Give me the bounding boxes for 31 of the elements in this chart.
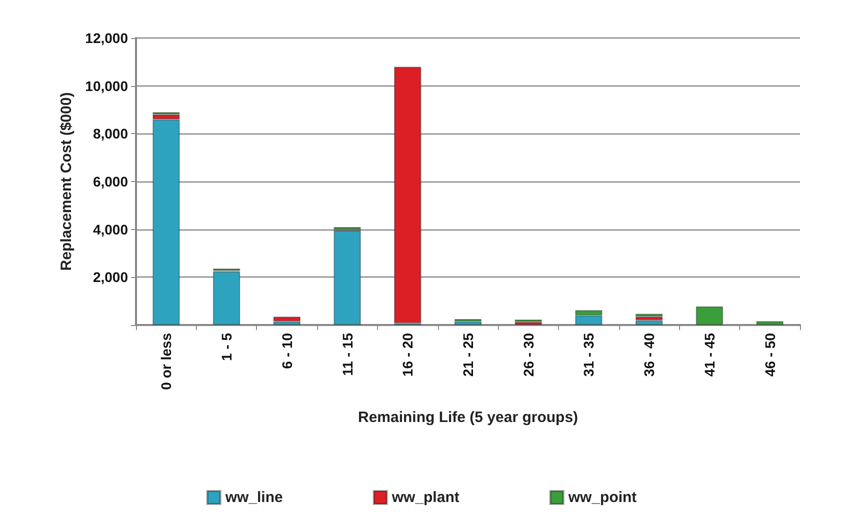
bar xyxy=(696,306,724,325)
y-tick-label: 10,000 xyxy=(85,78,128,94)
x-tick-label: 36 - 40 xyxy=(641,332,658,377)
x-tick-label: 21 - 25 xyxy=(460,332,476,377)
y-tick-label: 4,000 xyxy=(92,221,128,238)
bar xyxy=(273,316,300,322)
x-tick-label: 16 - 20 xyxy=(400,332,416,377)
bar xyxy=(454,321,482,325)
bar xyxy=(394,66,422,324)
legend-label: ww_plant xyxy=(390,489,460,506)
bar xyxy=(636,320,663,325)
legend-label: ww_point xyxy=(567,489,637,506)
bar xyxy=(334,230,361,325)
bar xyxy=(756,321,784,325)
x-tick-label: 46 - 50 xyxy=(762,332,778,377)
y-tick-label: 6,000 xyxy=(92,174,128,190)
x-axis-title: Remaining Life (5 year groups) xyxy=(358,409,578,426)
x-tick-label: 0 or less xyxy=(158,332,174,390)
y-tick-label: 2,000 xyxy=(92,269,128,286)
y-tick-label: 12,000 xyxy=(85,30,128,46)
x-tick-label: 31 - 35 xyxy=(580,332,597,377)
x-tick-label: 41 - 45 xyxy=(701,332,718,377)
x-tick-label: 6 - 10 xyxy=(278,332,295,369)
bar xyxy=(212,272,240,325)
legend-label: ww_line xyxy=(224,489,283,506)
x-tick-label: 26 - 30 xyxy=(520,332,536,377)
x-tick-label: 11 - 15 xyxy=(339,332,356,376)
y-axis-title: Replacement Cost ($000) xyxy=(58,92,75,271)
bar xyxy=(514,322,542,325)
x-tick-label: 1 - 5 xyxy=(218,332,235,362)
y-tick-label: 8,000 xyxy=(92,126,128,142)
